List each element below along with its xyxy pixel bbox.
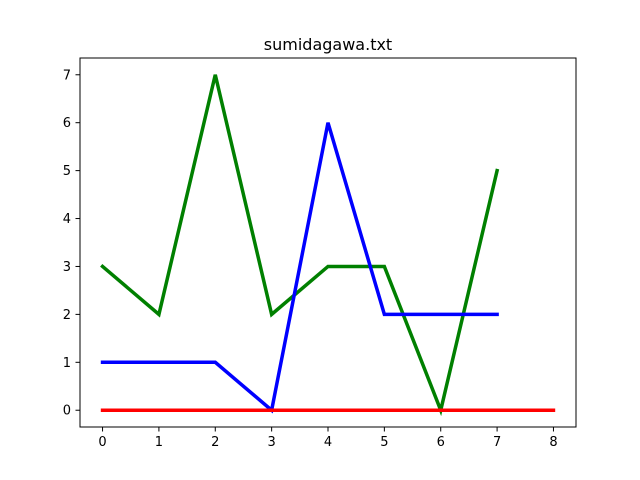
y-tick-label-5: 5 — [63, 164, 71, 179]
x-tick-label-6: 6 — [437, 435, 445, 450]
x-tick-label-7: 7 — [493, 435, 501, 450]
y-axis: 0 1 2 3 4 5 6 7 — [63, 68, 80, 419]
y-tick-label-7: 7 — [63, 68, 71, 83]
series-line-2 — [100, 122, 499, 414]
y-tick-label-2: 2 — [63, 308, 71, 323]
series-layer — [100, 74, 556, 417]
x-tick-label-2: 2 — [211, 435, 219, 450]
y-tick-label-4: 4 — [63, 212, 71, 227]
x-tick-label-4: 4 — [324, 435, 332, 450]
x-tick-label-5: 5 — [380, 435, 388, 450]
x-tick-label-0: 0 — [98, 435, 106, 450]
y-tick-label-0: 0 — [63, 404, 71, 419]
y-tick-label-1: 1 — [63, 356, 71, 371]
x-tick-label-1: 1 — [155, 435, 163, 450]
series-line-1 — [100, 74, 500, 417]
y-tick-label-6: 6 — [63, 116, 71, 131]
x-tick-label-3: 3 — [267, 435, 275, 450]
x-axis: 0 1 2 3 4 5 6 7 8 — [98, 427, 558, 450]
y-tick-label-3: 3 — [63, 260, 71, 275]
x-tick-label-8: 8 — [549, 435, 557, 450]
chart-title: sumidagawa.txt — [264, 35, 392, 54]
